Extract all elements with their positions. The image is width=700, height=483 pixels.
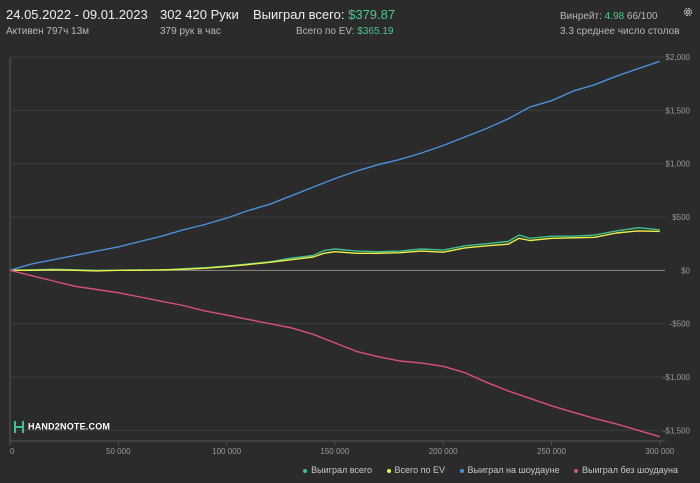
series-line-no-showdown (9, 269, 660, 438)
winrate-label: Винрейт: (560, 11, 602, 22)
hands-count: 302 420 Руки (160, 7, 239, 22)
series-line-ev (10, 230, 660, 272)
x-tick-label: 0 (10, 447, 15, 456)
legend-dot-ev (386, 468, 391, 473)
y-tick-label: $1,000 (666, 160, 691, 169)
ev-value: $365.19 (357, 26, 394, 37)
x-tick-label: 50 000 (106, 447, 131, 456)
chart-legend: Выиграл всего Всего по EV Выиграл на шоу… (291, 465, 678, 475)
legend-item-ev[interactable]: Всего по EV (386, 465, 445, 475)
active-time: Активен 797ч 13м (6, 26, 90, 37)
legend-dot-no-showdown (574, 468, 578, 473)
series-line-showdown (9, 60, 661, 271)
winrate: Винрейт: 4.98 66/100 (560, 11, 657, 22)
x-tick-label: 100 000 (212, 447, 241, 456)
hands-per-hour: 379 рук в час (160, 26, 221, 37)
won-total: Выиграл всего: $379.87 (253, 7, 395, 22)
y-tick-label: -$1,000 (663, 373, 691, 382)
won-total-value: $379.87 (348, 7, 396, 22)
winrate-value: 4.98 (604, 11, 625, 22)
legend-label-showdown: Выиграл на шоудауне (467, 465, 560, 475)
legend-dot-showdown (459, 468, 464, 473)
x-tick-label: 200 000 (429, 447, 458, 456)
y-tick-label: $1,500 (666, 106, 691, 115)
y-tick-label: $2,000 (666, 53, 691, 62)
y-tick-label: $500 (672, 213, 690, 222)
y-tick-label: $0 (681, 266, 690, 275)
legend-dot-won-total (303, 468, 308, 473)
y-tick-label: -$500 (670, 320, 691, 329)
ev-total: Всего по EV: $365.19 (296, 26, 393, 37)
legend-label-ev: Всего по EV (394, 465, 445, 475)
legend-item-no-showdown[interactable]: Выиграл без шоудауна (574, 465, 678, 475)
legend-label-won-total: Выиграл всего (311, 465, 372, 475)
x-tick-label: 300 000 (645, 447, 674, 456)
avg-tables: 3.3 среднее число столов (560, 26, 680, 37)
y-tick-label: -$1,500 (663, 426, 691, 435)
stats-header: 24.05.2022 - 09.01.2023 Активен 797ч 13м… (0, 0, 700, 45)
gear-icon[interactable] (682, 6, 694, 18)
ev-label: Всего по EV: (296, 26, 355, 37)
legend-label-no-showdown: Выиграл без шоудауна (582, 465, 678, 475)
x-tick-label: 250 000 (537, 447, 566, 456)
legend-item-showdown[interactable]: Выиграл на шоудауне (459, 465, 560, 475)
date-range: 24.05.2022 - 09.01.2023 (6, 7, 148, 22)
logo-text: HAND2NOTE.COM (28, 421, 111, 432)
legend-item-won-total[interactable]: Выиграл всего (303, 465, 372, 475)
profit-chart: -$1,500 -$1,000 -$500 $0 $500 $1,000 $1,500 $2,… (9, 53, 691, 456)
winrate-extra: 66/100 (626, 11, 658, 22)
x-tick-label: 150 000 (320, 447, 349, 456)
won-total-label: Выиграл всего: (253, 7, 345, 22)
hand2note-logo: HAND2NOTE.COM (14, 421, 110, 433)
hand2note-logo-icon (14, 421, 24, 433)
